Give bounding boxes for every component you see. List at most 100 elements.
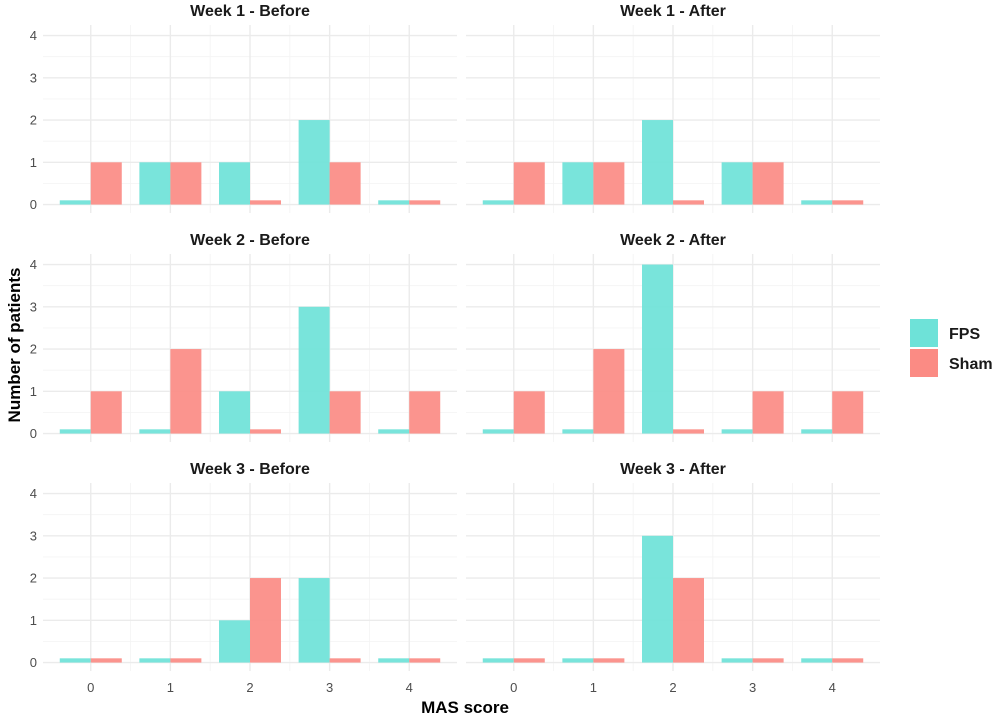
- bar-sham: [250, 578, 281, 663]
- x-tick-label: 1: [167, 680, 174, 695]
- bar-sham: [752, 162, 784, 205]
- bar-sham: [90, 658, 122, 663]
- panel-title: Week 3 - After: [620, 461, 726, 478]
- bar-fps: [298, 120, 330, 205]
- bar-fps: [139, 162, 171, 205]
- bar-sham: [593, 349, 625, 434]
- bar-fps: [219, 162, 250, 205]
- y-tick-label: 0: [30, 655, 37, 670]
- bar-fps: [219, 620, 250, 663]
- x-tick-label: 0: [510, 680, 517, 695]
- bar-fps: [562, 162, 594, 205]
- bar-sham: [409, 200, 441, 205]
- x-tick-label: 3: [749, 680, 756, 695]
- y-tick-label: 1: [30, 155, 37, 170]
- bar-fps: [642, 535, 673, 663]
- bar-fps: [378, 658, 410, 663]
- panel-title: Week 1 - Before: [190, 3, 310, 20]
- y-tick-label: 3: [30, 70, 37, 85]
- bar-fps: [562, 658, 594, 663]
- legend-key-sham: [910, 349, 938, 377]
- chart-panels: Week 1 - Before 0 1 2 3 4 Week 1 - After Week 2…: [30, 3, 880, 695]
- bar-sham: [513, 391, 545, 434]
- bar-sham: [593, 162, 625, 205]
- bar-sham: [673, 578, 704, 663]
- panel: Week 2 - Before 0 1 2 3 4: [30, 232, 457, 442]
- x-tick-label: 0: [87, 680, 94, 695]
- bar-fps: [219, 391, 250, 434]
- bar-fps: [721, 429, 753, 434]
- panel-title: Week 2 - After: [620, 232, 726, 249]
- panel: Week 1 - Before 0 1 2 3 4: [30, 3, 457, 213]
- bar-fps: [139, 429, 171, 434]
- y-tick-label: 3: [30, 528, 37, 543]
- bar-sham: [832, 200, 864, 205]
- bar-fps: [59, 429, 91, 434]
- bar-sham: [832, 658, 864, 663]
- panel: Week 3 - Before 0 1 2 3 4 0 1 2 3 4: [30, 461, 457, 695]
- bar-sham: [513, 162, 545, 205]
- bar-sham: [329, 391, 361, 434]
- x-tick-label: 3: [326, 680, 333, 695]
- y-tick-label: 1: [30, 613, 37, 628]
- legend-label-sham: Sham: [949, 356, 993, 373]
- bar-fps: [482, 429, 514, 434]
- bar-sham: [250, 200, 281, 205]
- x-tick-label: 4: [829, 680, 836, 695]
- bar-sham: [752, 391, 784, 434]
- bar-fps: [482, 658, 514, 663]
- bar-fps: [801, 658, 833, 663]
- bar-fps: [562, 429, 594, 434]
- y-tick-label: 4: [30, 257, 37, 272]
- panel: Week 1 - After: [466, 3, 880, 213]
- y-tick-label: 0: [30, 426, 37, 441]
- bar-fps: [59, 658, 91, 663]
- y-tick-label: 3: [30, 299, 37, 314]
- bar-fps: [378, 200, 410, 205]
- legend-label-fps: FPS: [949, 326, 980, 343]
- bar-fps: [378, 429, 410, 434]
- bar-sham: [593, 658, 625, 663]
- legend-key-fps: [910, 319, 938, 347]
- bar-fps: [642, 120, 673, 205]
- bar-fps: [721, 162, 753, 205]
- bar-fps: [642, 264, 673, 434]
- panel-title: Week 1 - After: [620, 3, 726, 20]
- bar-fps: [801, 429, 833, 434]
- bar-sham: [170, 162, 202, 205]
- y-tick-label: 4: [30, 28, 37, 43]
- y-tick-label: 2: [30, 571, 37, 586]
- bar-sham: [170, 658, 202, 663]
- panel-title: Week 2 - Before: [190, 232, 310, 249]
- x-axis-title: MAS score: [421, 698, 509, 717]
- panel: Week 3 - After 0 1 2 3 4: [466, 461, 880, 695]
- bar-sham: [90, 391, 122, 434]
- bar-fps: [59, 200, 91, 205]
- bar-fps: [482, 200, 514, 205]
- bar-fps: [721, 658, 753, 663]
- panel-title: Week 3 - Before: [190, 461, 310, 478]
- bar-sham: [832, 391, 864, 434]
- bar-sham: [752, 658, 784, 663]
- y-tick-label: 1: [30, 384, 37, 399]
- bar-fps: [298, 306, 330, 434]
- bar-sham: [250, 429, 281, 434]
- bar-fps: [139, 658, 171, 663]
- bar-sham: [409, 658, 441, 663]
- x-tick-label: 4: [406, 680, 413, 695]
- panel: Week 2 - After: [466, 232, 880, 442]
- bar-sham: [329, 162, 361, 205]
- bar-sham: [409, 391, 441, 434]
- x-tick-label: 2: [246, 680, 253, 695]
- y-tick-label: 0: [30, 197, 37, 212]
- y-tick-label: 2: [30, 113, 37, 128]
- bar-sham: [90, 162, 122, 205]
- bar-sham: [673, 429, 704, 434]
- y-tick-label: 4: [30, 486, 37, 501]
- bar-sham: [673, 200, 704, 205]
- bar-sham: [513, 658, 545, 663]
- bar-fps: [801, 200, 833, 205]
- legend: FPS Sham: [910, 319, 993, 377]
- y-tick-label: 2: [30, 342, 37, 357]
